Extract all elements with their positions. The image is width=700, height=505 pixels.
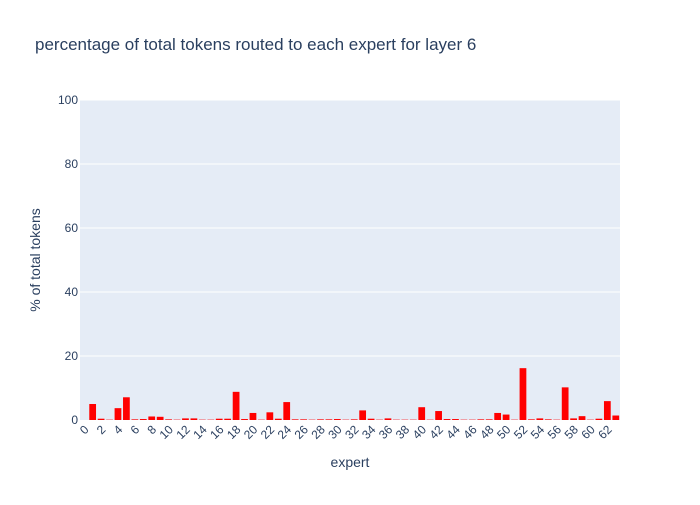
bar-expert-43[interactable]: [444, 419, 451, 420]
bar-expert-26[interactable]: [300, 419, 307, 420]
y-tick-label: 60: [65, 221, 79, 235]
chart-title: percentage of total tokens routed to eac…: [35, 35, 476, 54]
bar-expert-40[interactable]: [418, 407, 425, 420]
bar-expert-1[interactable]: [89, 404, 96, 420]
y-tick-label: 100: [58, 93, 78, 107]
bar-expert-6[interactable]: [131, 419, 138, 420]
bar-expert-25[interactable]: [292, 419, 299, 420]
y-tick-label: 0: [71, 413, 78, 427]
y-axis-label: % of total tokens: [27, 208, 43, 312]
y-tick-label: 40: [65, 285, 79, 299]
bar-expert-33[interactable]: [359, 410, 366, 420]
bar-expert-23[interactable]: [275, 419, 282, 420]
bar-expert-29[interactable]: [326, 419, 333, 420]
bar-expert-44[interactable]: [452, 419, 459, 420]
bar-expert-48[interactable]: [486, 419, 493, 420]
bar-expert-9[interactable]: [157, 417, 164, 420]
bar-expert-2[interactable]: [98, 419, 105, 420]
bar-expert-30[interactable]: [334, 419, 341, 420]
bar-expert-4[interactable]: [115, 408, 122, 420]
bar-expert-59[interactable]: [579, 416, 586, 420]
bar-expert-28[interactable]: [317, 419, 324, 420]
plot-area: [80, 100, 620, 420]
bar-expert-8[interactable]: [148, 416, 155, 420]
bar-expert-22[interactable]: [266, 412, 273, 420]
bar-expert-12[interactable]: [182, 418, 189, 420]
bar-expert-24[interactable]: [283, 402, 290, 420]
bar-expert-50[interactable]: [503, 415, 510, 420]
bar-expert-36[interactable]: [385, 418, 392, 420]
bar-expert-20[interactable]: [250, 413, 257, 420]
bar-expert-34[interactable]: [368, 419, 375, 420]
bar-expert-53[interactable]: [528, 419, 535, 420]
x-axis-label: expert: [331, 454, 370, 470]
bar-expert-54[interactable]: [536, 418, 543, 420]
bar-expert-32[interactable]: [351, 419, 358, 420]
bar-expert-19[interactable]: [241, 419, 248, 420]
bar-expert-16[interactable]: [216, 419, 223, 420]
bar-expert-61[interactable]: [596, 419, 603, 420]
bar-expert-42[interactable]: [435, 411, 442, 420]
bar-expert-13[interactable]: [191, 418, 198, 420]
bar-expert-58[interactable]: [570, 418, 577, 420]
y-tick-label: 80: [65, 157, 79, 171]
bar-expert-49[interactable]: [494, 413, 501, 420]
bar-expert-47[interactable]: [477, 419, 484, 420]
bar-expert-7[interactable]: [140, 419, 147, 420]
bar-expert-63[interactable]: [612, 416, 619, 420]
bar-expert-5[interactable]: [123, 397, 130, 420]
bar-expert-62[interactable]: [604, 401, 611, 420]
bar-expert-52[interactable]: [520, 368, 527, 420]
bar-expert-10[interactable]: [165, 419, 172, 420]
bar-expert-55[interactable]: [545, 419, 552, 420]
bar-expert-17[interactable]: [224, 419, 231, 420]
y-tick-label: 20: [65, 349, 79, 363]
bar-expert-18[interactable]: [233, 392, 240, 420]
bar-expert-57[interactable]: [562, 387, 569, 420]
